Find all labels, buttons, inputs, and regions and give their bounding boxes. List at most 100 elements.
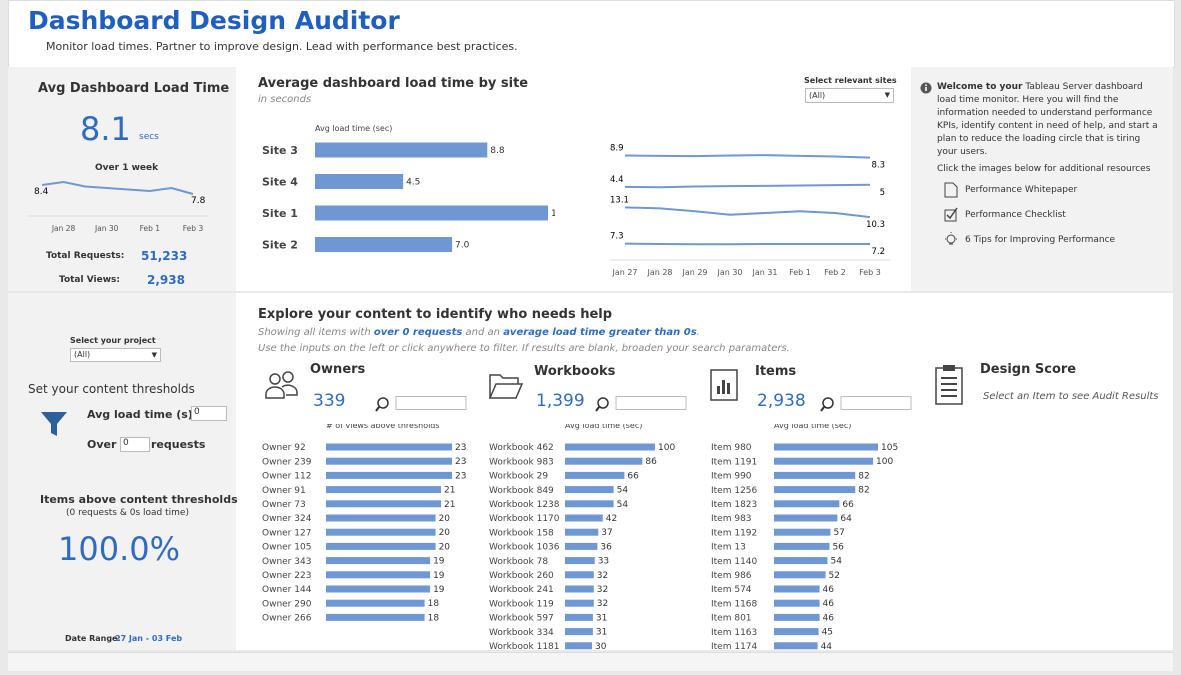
bar	[315, 142, 488, 158]
filter-label: Select relevant sites	[804, 76, 897, 85]
over-label: Over	[87, 438, 117, 451]
card-title: Workbooks	[534, 364, 616, 379]
value-label: 64	[840, 514, 852, 524]
bar	[774, 557, 828, 565]
axis-title: Avg load time (sec)	[315, 124, 392, 133]
requests-value: 51,233	[141, 249, 188, 263]
value-label: 7.8	[191, 196, 206, 206]
subtitle: Monitor load times. Partner to improve d…	[46, 40, 518, 53]
value-label: 13.1	[610, 195, 629, 205]
category-label: Workbook 1181	[489, 642, 560, 650]
bar	[315, 237, 453, 252]
doc-icon[interactable]	[944, 182, 958, 198]
bar	[565, 514, 603, 522]
bar	[326, 471, 452, 479]
resource-link[interactable]: 6 Tips for Improving Performance	[965, 235, 1116, 245]
value-label: 52	[829, 571, 840, 581]
bar	[565, 642, 592, 650]
trend-line	[41, 180, 194, 195]
x-tick-label: Jan 27	[611, 268, 637, 277]
header	[8, 0, 1175, 68]
category-label: Owner 343	[262, 557, 311, 567]
bar	[565, 628, 593, 636]
text: and an	[462, 327, 504, 338]
category-label: Item 986	[711, 571, 752, 581]
workbooks-icon	[488, 374, 524, 399]
bar	[565, 486, 614, 494]
title: Dashboard Design Auditor	[28, 6, 400, 35]
bulb-icon[interactable]	[944, 232, 958, 248]
bar	[774, 443, 878, 451]
value-label: 8.9	[610, 143, 624, 153]
views-value: 2,938	[147, 273, 185, 287]
category-label: Workbook 597	[489, 614, 554, 624]
site-line	[624, 206, 871, 219]
x-tick-label: Feb 1	[789, 268, 811, 277]
site-filter[interactable]: (All) ▼	[805, 88, 894, 103]
category-label: Workbook 1170	[489, 514, 560, 524]
resource-link[interactable]: Performance Checklist	[965, 210, 1066, 220]
category-label: Item 983	[711, 514, 752, 524]
category-label: Site 3	[262, 144, 298, 157]
value-label: 57	[833, 528, 844, 538]
category-label: Item 980	[711, 443, 752, 453]
value-label: 45	[822, 628, 833, 638]
category-label: Workbook 849	[489, 486, 554, 496]
bar	[774, 514, 838, 522]
x-tick-label: Jan 30	[716, 268, 742, 277]
value-label: 8.8	[490, 146, 505, 156]
above-subtitle: (0 requests & 0s load time)	[66, 508, 189, 518]
value-label: 46	[823, 585, 835, 595]
kpi-value: 8.1	[80, 110, 131, 148]
bar	[326, 486, 442, 494]
category-label: Workbook 1036	[489, 543, 560, 553]
value-label: 7.2	[871, 247, 885, 257]
bar	[774, 542, 830, 550]
footer	[8, 652, 1173, 671]
x-tick-label: Jan 30	[94, 224, 119, 233]
owners-chart: # of views above thresholds Owner 92 23 Own…	[262, 424, 466, 624]
kpi-unit: secs	[139, 132, 159, 142]
value-label: 36	[600, 542, 612, 552]
category-label: Workbook 158	[489, 528, 554, 538]
value-label: 100	[876, 457, 893, 467]
resource-link[interactable]: Performance Whitepaper	[965, 185, 1078, 195]
value-label: 19	[433, 571, 445, 581]
sparkline-chart: 8.4 7.8 Jan 28 Jan 30 Feb 1 Feb 3	[28, 180, 208, 233]
value-label: 105	[881, 443, 898, 453]
value-label: 21	[444, 486, 455, 496]
search-box[interactable]	[820, 396, 914, 412]
load-input[interactable]: 0	[191, 406, 227, 421]
category-label: Item 1174	[711, 642, 758, 650]
bar	[774, 486, 856, 494]
score-title: Design Score	[980, 362, 1077, 377]
search-box[interactable]	[595, 396, 689, 412]
x-tick-label: Feb 1	[140, 224, 161, 233]
site-line-chart: 8.9 8.3 4.4 5 13.1 10.3 7.3 7.2 Jan 27 Jan 28 Jan …	[610, 143, 890, 277]
explore-line1: Showing all items with over 0 requests a…	[258, 327, 700, 338]
project-filter[interactable]: (All) ▼	[70, 348, 161, 362]
category-label: Owner 144	[262, 585, 312, 595]
load-value: 0	[194, 407, 200, 417]
card-title: Items	[755, 364, 797, 379]
check-icon[interactable]	[944, 207, 958, 223]
value-label: 8.4	[34, 187, 49, 197]
category-label: Site 4	[262, 175, 298, 188]
bar	[326, 500, 442, 508]
requests-input[interactable]: 0	[120, 437, 150, 452]
value-label: 66	[842, 500, 854, 510]
value-label: 7.3	[610, 232, 624, 242]
value-label: 23	[455, 443, 466, 453]
bar	[774, 585, 820, 593]
bar	[774, 500, 840, 508]
value-label: 100	[658, 443, 675, 453]
category-label: Owner 239	[262, 457, 312, 467]
bar	[565, 528, 599, 536]
category-label: Item 1168	[711, 599, 758, 609]
category-label: Workbook 462	[489, 443, 554, 453]
search-box[interactable]	[375, 396, 469, 412]
value-label: 4.5	[406, 178, 420, 188]
value-label: 21	[444, 500, 455, 510]
bar	[565, 443, 655, 451]
